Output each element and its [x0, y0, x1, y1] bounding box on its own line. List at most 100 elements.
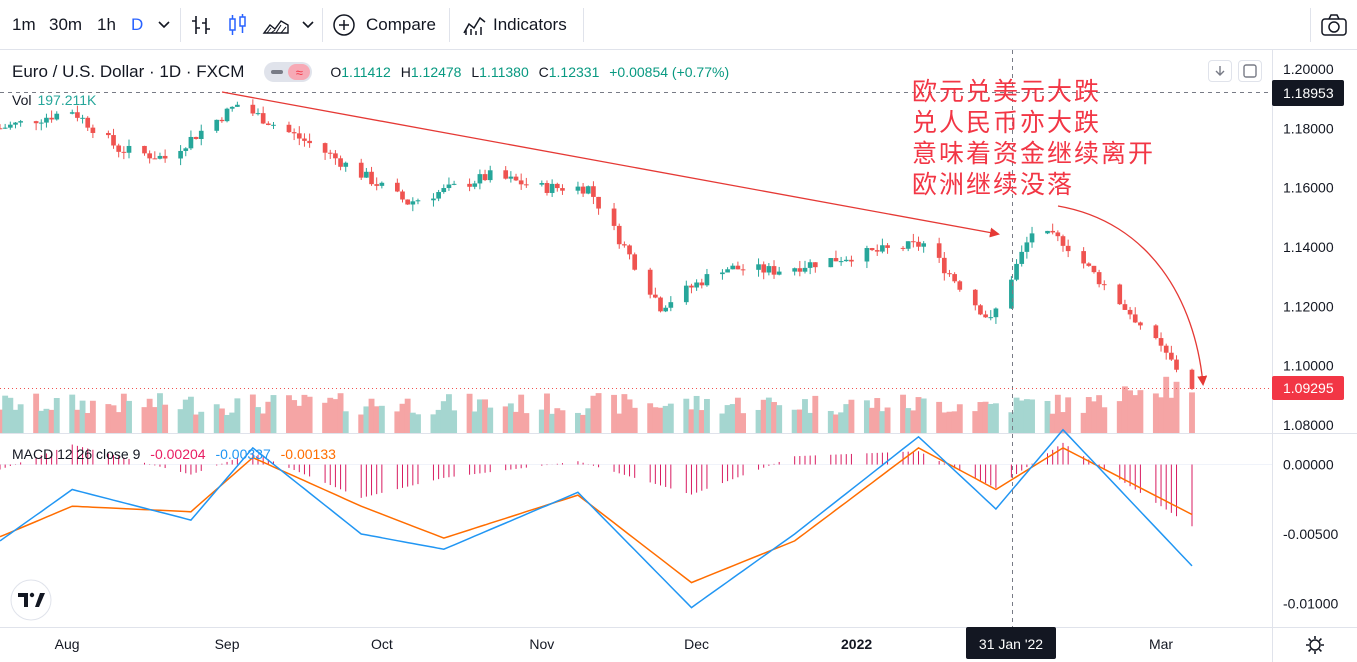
candles-chart-type-icon[interactable] — [227, 13, 249, 37]
candle-body — [364, 171, 369, 178]
candle-body — [198, 130, 204, 139]
volume-bar — [956, 404, 963, 433]
maximize-button[interactable] — [1238, 60, 1262, 82]
volume-bar — [84, 413, 91, 433]
candle-body — [1101, 284, 1107, 286]
candle-body — [477, 174, 483, 184]
candle-body — [431, 198, 436, 201]
price-axis[interactable]: 1.20000 1.18000 1.16000 1.14000 1.12000 1.100… — [1283, 61, 1334, 433]
candle-body — [972, 289, 978, 306]
volume-bar — [270, 395, 277, 433]
price-tick-label: 1.14000 — [1283, 239, 1334, 255]
area-chart-type-icon[interactable] — [262, 13, 290, 37]
tradingview-logo[interactable] — [10, 579, 52, 621]
candle-body — [235, 104, 240, 107]
candle-body — [472, 183, 478, 187]
trend-arrow-1[interactable] — [221, 91, 1000, 238]
candle-body — [616, 225, 622, 245]
volume-bar — [249, 394, 256, 433]
candle-body — [1019, 251, 1025, 264]
candle-body — [111, 135, 116, 146]
candle-body — [54, 113, 60, 120]
chart-annotation[interactable]: 欧元兑美元大跌 兑人民币亦大跌 意味着资金继续离开 欧洲继续没落 — [912, 76, 1155, 200]
volume-bar — [1137, 390, 1144, 433]
scroll-down-button[interactable] — [1208, 60, 1232, 82]
camera-icon[interactable] — [1320, 13, 1348, 37]
candle-body — [38, 122, 44, 124]
volume-bar — [378, 405, 385, 433]
symbol-status-pill[interactable]: ≈ — [264, 62, 313, 82]
candle-body — [13, 122, 18, 125]
candle-body — [838, 261, 844, 263]
volume-bar — [89, 400, 96, 433]
candle-body — [271, 124, 276, 126]
candle-body — [265, 123, 271, 126]
volume-bar — [1101, 407, 1108, 433]
volume-bar — [843, 404, 850, 433]
candle-body — [224, 108, 230, 122]
candle-body — [467, 183, 472, 187]
candle-body — [214, 119, 220, 131]
volume-bar — [905, 408, 912, 433]
bar-chart-type-icon[interactable] — [190, 13, 212, 37]
candle-body — [518, 180, 524, 185]
candle-body — [941, 257, 947, 274]
candle-body — [880, 245, 885, 252]
candle-body — [921, 243, 927, 247]
candle-body — [632, 254, 638, 270]
time-tick-label: 2022 — [841, 636, 872, 652]
compare-button[interactable]: Compare — [366, 15, 436, 34]
chevron-down-icon[interactable] — [157, 18, 171, 32]
candle-body — [916, 241, 921, 247]
crosshair-price-tag — [1272, 80, 1344, 106]
interval-d[interactable]: D — [131, 15, 144, 34]
candle-body — [560, 188, 565, 191]
compare-plus-icon[interactable] — [332, 13, 356, 37]
volume-bar — [791, 409, 798, 433]
candle-body — [1045, 230, 1050, 234]
candle-body — [302, 138, 307, 141]
volume-bar — [404, 398, 411, 433]
candle-body — [807, 262, 813, 268]
indicators-icon[interactable] — [461, 13, 487, 37]
symbol-title[interactable]: Euro / U.S. Dollar · 1D · FXCM — [12, 62, 245, 81]
candle-body — [647, 269, 653, 295]
annotation-line: 意味着资金继续离开 — [912, 139, 1156, 168]
time-axis[interactable]: Aug Sep Oct Nov Dec 2022 Mar — [55, 636, 1174, 652]
candle-body — [689, 285, 694, 288]
candle-body — [1117, 284, 1123, 305]
volume-bar — [151, 407, 158, 433]
macd-axis[interactable]: 0.00000 -0.00500 -0.01000 — [1283, 457, 1338, 612]
volume-bar — [502, 406, 509, 433]
interval-30m[interactable]: 30m — [49, 15, 83, 34]
trend-arrow-2[interactable] — [1057, 205, 1208, 386]
volume-bar — [698, 410, 705, 433]
price-tick-label: 1.12000 — [1283, 298, 1334, 314]
interval-1m[interactable]: 1m — [12, 15, 36, 34]
macd-title[interactable]: MACD 12 26 close 9 — [12, 446, 141, 462]
last-price-tag — [1272, 376, 1344, 400]
macd-pane — [0, 428, 1272, 609]
candle-body — [410, 201, 416, 205]
volume-bar — [368, 398, 375, 433]
price-tick-label: 1.20000 — [1283, 61, 1334, 77]
candle-body — [580, 186, 586, 194]
candle-body — [869, 248, 875, 251]
volume-bar — [337, 393, 344, 433]
chevron-down-icon[interactable] — [301, 18, 315, 32]
candle-body — [296, 133, 302, 139]
gear-icon[interactable] — [1306, 636, 1324, 654]
candle-body — [322, 143, 328, 153]
candle-body — [993, 308, 999, 318]
interval-1h[interactable]: 1h — [97, 15, 116, 34]
candle-body — [18, 121, 23, 123]
volume-bar — [440, 401, 447, 433]
candle-body — [554, 183, 560, 189]
indicators-button[interactable]: Indicators — [493, 15, 567, 34]
price-tick-label: 1.10000 — [1283, 358, 1334, 374]
volume-value: 197.211K — [37, 92, 97, 108]
volume-bar — [373, 406, 380, 433]
candle-body — [260, 113, 266, 124]
candle-body — [761, 264, 767, 273]
